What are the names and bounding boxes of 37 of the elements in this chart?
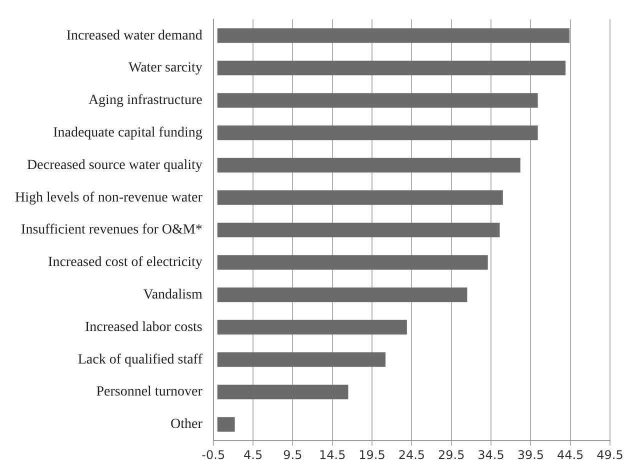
y-tick-label: Water sarcity — [128, 60, 202, 76]
bar — [217, 28, 570, 43]
y-tick-label: Increased water demand — [66, 28, 202, 44]
bar — [217, 417, 235, 432]
x-tick-label: -0.5 — [202, 448, 226, 462]
y-tick-label: Lack of qualified staff — [78, 352, 203, 368]
x-tick-label: 39.5 — [517, 448, 544, 462]
bar — [217, 222, 500, 238]
x-tick-label: 4.5 — [243, 448, 263, 462]
bar — [217, 352, 386, 367]
y-tick-label: Increased cost of electricity — [48, 255, 202, 270]
y-tick-label: Aging infrastructure — [88, 93, 202, 108]
x-tick-label: 9.5 — [283, 448, 302, 462]
bar — [217, 255, 488, 270]
bar — [217, 384, 348, 400]
y-tick-label: Increased labor costs — [84, 320, 202, 335]
bar — [217, 60, 566, 76]
x-tick-label: 44.5 — [556, 448, 584, 462]
bar — [217, 93, 538, 108]
x-tick-label: 14.5 — [319, 448, 346, 462]
x-tick-label: 29.5 — [438, 448, 465, 462]
y-tick-label: Other — [170, 417, 203, 432]
x-tick-label: 34.5 — [478, 448, 504, 462]
y-tick-label: Personnel turnover — [96, 384, 203, 400]
y-tick-label: Inadequate capital funding — [53, 125, 202, 140]
x-tick-label: 24.5 — [398, 448, 426, 462]
y-tick-label: High levels of non-revenue water — [15, 190, 203, 206]
y-tick-label: Insufficient revenues for O&M* — [21, 222, 202, 238]
y-tick-label: Vandalism — [143, 287, 202, 302]
bar — [217, 126, 538, 140]
x-tick-label: 19.5 — [358, 448, 386, 462]
bar — [217, 320, 407, 334]
bar — [217, 190, 503, 205]
bar — [217, 288, 468, 302]
bar — [217, 158, 520, 172]
x-tick-label: 49.5 — [596, 448, 624, 462]
y-tick-label: Decreased source water quality — [27, 158, 202, 173]
